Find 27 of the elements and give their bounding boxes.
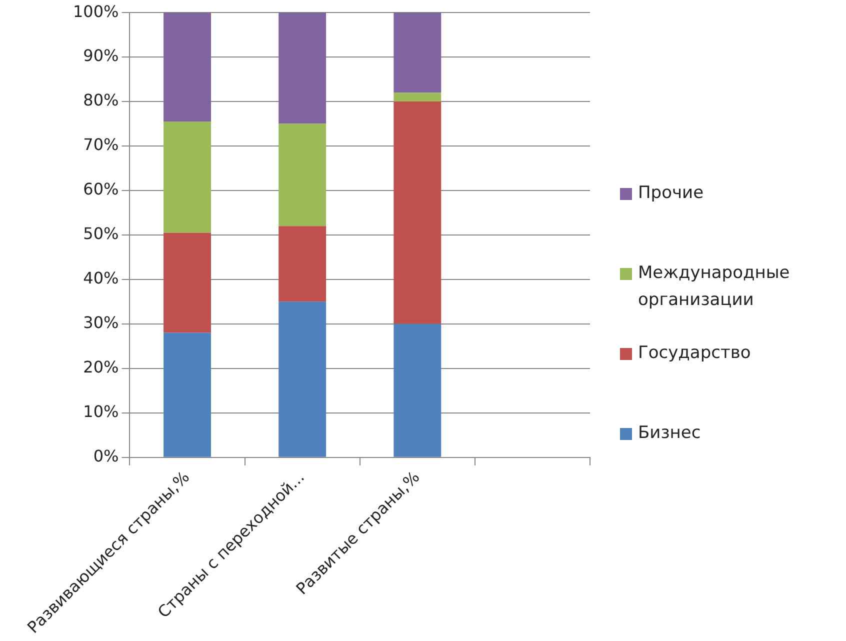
bar	[278, 302, 326, 457]
y-tick-label: 80%	[83, 90, 119, 110]
bar	[164, 122, 212, 233]
legend-label: Международные организации	[638, 262, 791, 312]
bar	[278, 124, 326, 226]
bar	[394, 102, 442, 324]
bar	[278, 226, 326, 302]
bar	[278, 12, 326, 124]
legend-label: Прочие	[638, 182, 705, 205]
legend-label: Бизнес	[638, 422, 702, 445]
bar	[394, 92, 442, 102]
y-tick-label: 100%	[72, 2, 119, 21]
y-tick-label: 20%	[83, 358, 119, 377]
bar	[394, 324, 442, 457]
y-tick-label: 30%	[83, 313, 119, 332]
bar	[164, 332, 212, 457]
y-tick-label: 90%	[83, 46, 119, 66]
y-tick-label: 0%	[93, 446, 119, 466]
y-tick-label: 70%	[83, 135, 119, 154]
bar	[164, 12, 212, 122]
legend-label: Государство	[638, 342, 752, 365]
y-tick-label: 50%	[83, 224, 119, 244]
bar	[394, 12, 442, 93]
y-tick-label: 40%	[83, 268, 119, 288]
bar	[164, 232, 212, 333]
y-tick-label: 10%	[83, 402, 119, 421]
y-tick-label: 60%	[83, 180, 119, 199]
